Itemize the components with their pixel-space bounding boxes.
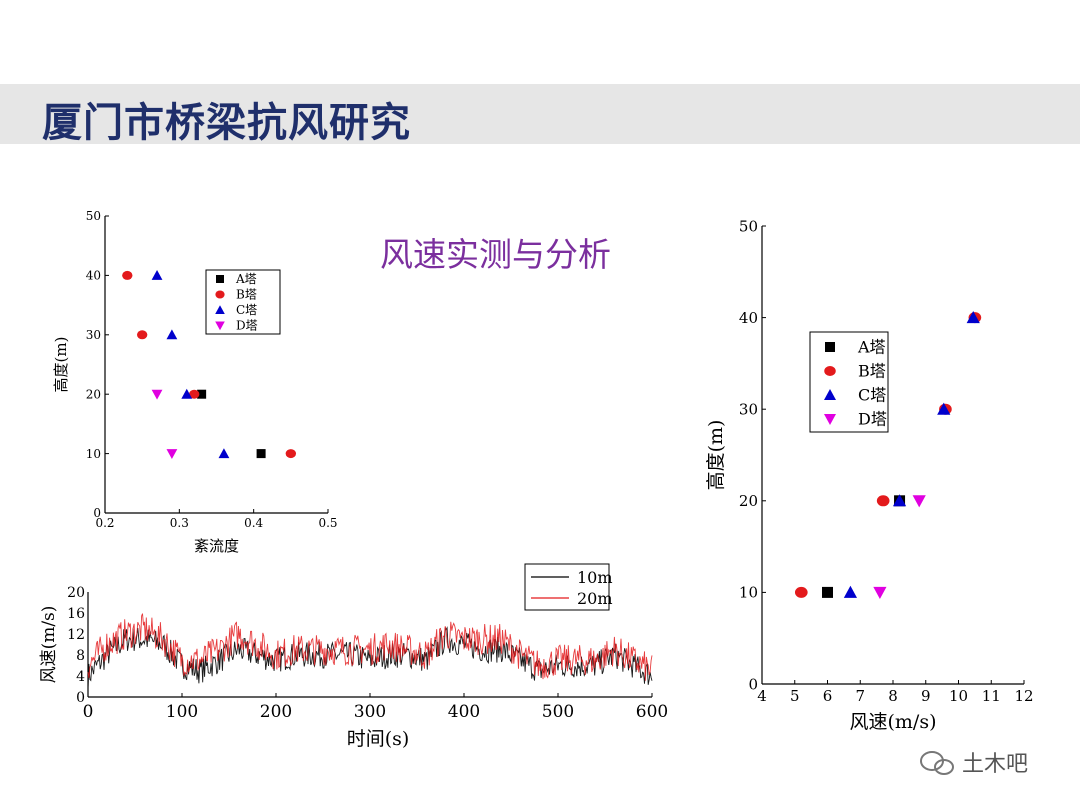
data-point — [937, 402, 951, 415]
y-tick-label: 30 — [86, 328, 101, 342]
legend-marker — [215, 305, 225, 314]
y-axis-label: 高度(m) — [52, 337, 70, 393]
data-point — [843, 585, 858, 598]
y-tick-label: 20 — [67, 585, 85, 601]
x-tick-label: 11 — [982, 687, 1001, 705]
x-tick-label: 6 — [823, 687, 833, 705]
legend-label: C塔 — [858, 386, 886, 405]
y-tick-label: 10 — [86, 447, 101, 461]
y-tick-label: 12 — [67, 627, 85, 643]
x-tick-label: 7 — [855, 687, 865, 705]
title-band: 厦门市桥梁抗风研究 — [0, 84, 1080, 146]
y-axis-label: 高度(m) — [705, 420, 727, 491]
data-point — [892, 494, 907, 507]
y-tick-label: 16 — [67, 606, 85, 622]
x-tick-label: 12 — [1014, 687, 1033, 705]
legend-marker — [215, 290, 225, 299]
x-tick-label: 0.5 — [318, 516, 337, 530]
data-point — [873, 586, 887, 599]
data-point — [189, 389, 200, 399]
x-tick-label: 0.2 — [95, 516, 114, 530]
page-title: 厦门市桥梁抗风研究 — [42, 100, 411, 146]
x-tick-label: 10 — [949, 687, 968, 705]
x-tick-label: 4 — [757, 687, 767, 705]
legend-label: 20m — [577, 589, 613, 608]
data-point — [912, 495, 926, 508]
y-tick-label: 50 — [739, 217, 758, 235]
x-tick-label: 9 — [921, 687, 931, 705]
legend-label: D塔 — [236, 319, 258, 333]
data-point — [166, 449, 178, 459]
data-point — [256, 449, 266, 459]
legend-label: B塔 — [236, 288, 257, 302]
data-point — [876, 495, 890, 507]
y-tick-label: 20 — [739, 492, 758, 510]
x-tick-label: 0.4 — [244, 516, 263, 530]
x-tick-label: 0 — [83, 702, 94, 722]
y-tick-label: 30 — [739, 400, 758, 418]
y-tick-label: 8 — [76, 648, 85, 664]
legend-label: A塔 — [235, 272, 257, 286]
data-point — [285, 449, 297, 459]
x-tick-label: 500 — [542, 702, 574, 722]
data-point — [151, 389, 163, 400]
wechat-logo-icon — [920, 751, 954, 775]
x-tick-label: 600 — [636, 702, 668, 722]
legend-box — [809, 331, 889, 433]
y-tick-label: 0 — [76, 690, 85, 706]
legend-label: A塔 — [857, 338, 886, 357]
y-tick-label: 40 — [739, 309, 758, 327]
series-line — [87, 613, 653, 681]
y-tick-label: 0 — [748, 675, 758, 693]
data-point — [136, 330, 148, 340]
data-point — [822, 586, 833, 598]
data-point — [122, 270, 133, 280]
watermark-text: 土木吧 — [962, 752, 1029, 777]
x-tick-label: 0.3 — [170, 516, 189, 530]
y-tick-label: 10 — [739, 584, 758, 602]
legend-marker — [824, 366, 836, 376]
x-tick-label: 200 — [260, 702, 292, 722]
data-point — [166, 329, 178, 340]
data-point — [966, 311, 980, 324]
y-tick-label: 40 — [86, 269, 101, 283]
legend-label: C塔 — [236, 303, 257, 317]
legend-marker — [215, 321, 225, 331]
y-tick-label: 0 — [93, 506, 101, 520]
legend-marker — [824, 389, 836, 400]
x-tick-label: 5 — [790, 687, 800, 705]
x-tick-label: 100 — [166, 702, 198, 722]
x-axis-label: 紊流度 — [194, 537, 239, 555]
x-axis-label: 时间(s) — [347, 728, 410, 750]
data-point — [181, 388, 193, 399]
data-point — [794, 586, 808, 598]
x-tick-label: 300 — [354, 702, 386, 722]
data-point — [218, 448, 230, 459]
data-point — [197, 389, 207, 399]
wind-timeseries-chart: 0 100 200 300 400 500 600 0 4 8 12 16 20 时间(s) 风速(m/s)… — [39, 563, 668, 750]
slide-subtitle: 风速实测与分析 — [380, 235, 611, 274]
wind-profile-chart: 4 5 6 7 8 9 10 11 12 0 10 20 30 40 50 风速(m/s) 高度(m) A塔 B塔 C… — [705, 217, 1034, 733]
y-axis-label: 风速(m/s) — [39, 606, 59, 684]
legend-box — [524, 563, 610, 611]
legend-marker — [824, 414, 836, 425]
data-point — [151, 270, 163, 280]
legend-marker — [216, 275, 224, 283]
x-tick-label: 8 — [888, 687, 898, 705]
x-axis-label: 风速(m/s) — [850, 711, 937, 733]
y-tick-label: 20 — [86, 387, 101, 401]
legend-label: B塔 — [858, 362, 886, 381]
legend-label: 10m — [577, 568, 613, 587]
y-tick-label: 50 — [86, 209, 101, 223]
legend-label: D塔 — [858, 410, 887, 429]
x-tick-label: 400 — [448, 702, 480, 722]
legend-marker — [825, 342, 835, 352]
y-tick-label: 4 — [76, 669, 85, 685]
